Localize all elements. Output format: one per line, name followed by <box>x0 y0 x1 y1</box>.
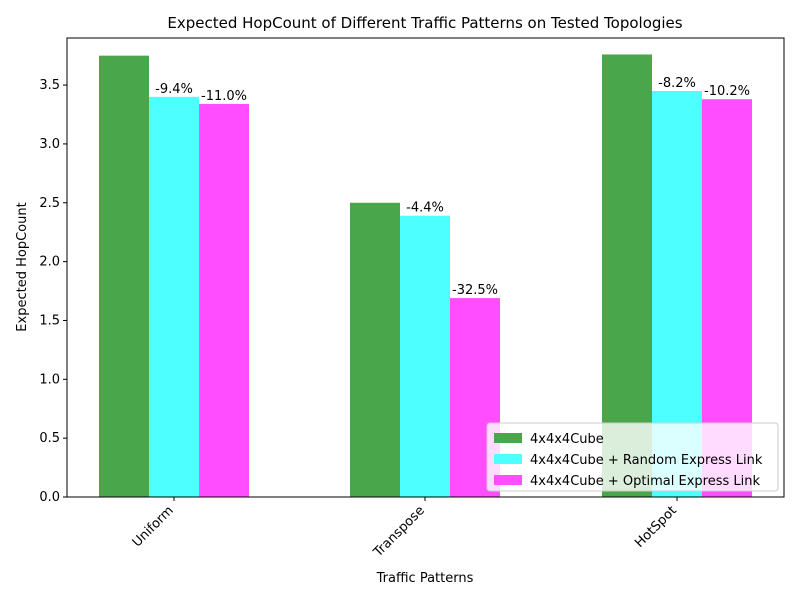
y-tick-label: 1.0 <box>39 372 60 387</box>
bar-uniform-series-2 <box>149 96 199 497</box>
legend-swatch-2 <box>494 454 522 464</box>
bar-transpose-series-1 <box>350 202 400 497</box>
legend-swatch-1 <box>494 433 522 443</box>
data-label-uniform-series-2: -9.4% <box>155 82 193 97</box>
x-tick-label-transpose: Transpose <box>370 503 428 561</box>
bar-transpose-series-2 <box>400 215 450 497</box>
y-axis-label: Expected HopCount <box>15 202 30 331</box>
data-label-hotspot-series-3: -10.2% <box>704 84 750 99</box>
legend-swatch-3 <box>494 475 522 485</box>
legend: 4x4x4Cube 4x4x4Cube + Random Express Link… <box>486 422 779 492</box>
x-axis-label: Traffic Patterns <box>376 571 474 586</box>
data-label-uniform-series-3: -11.0% <box>201 89 247 104</box>
y-tick-label: 2.5 <box>39 196 60 211</box>
legend-label-1: 4x4x4Cube <box>530 432 604 447</box>
plot-frame <box>66 37 785 498</box>
chart-title: Expected HopCount of Different Traffic P… <box>167 14 682 32</box>
bar-uniform-series-3 <box>199 103 249 498</box>
x-tick-label-uniform: Uniform <box>130 503 177 550</box>
y-tick-label: 2.0 <box>39 255 60 270</box>
y-tick-label: 3.0 <box>39 137 60 152</box>
data-label-hotspot-series-2: -8.2% <box>658 76 696 91</box>
x-tick-label-hotspot: HotSpot <box>632 503 680 551</box>
data-label-transpose-series-3: -32.5% <box>452 283 498 298</box>
legend-label-2: 4x4x4Cube + Random Express Link <box>530 453 763 468</box>
y-axis: 0.0 0.5 1.0 1.5 2.0 2.5 3.0 3.5 <box>39 78 67 505</box>
y-tick-label: 0.0 <box>39 490 60 505</box>
data-label-transpose-series-2: -4.4% <box>406 201 444 216</box>
data-labels-group: -9.4% -4.4% -8.2% -11.0% -32.5% -10.2% <box>155 76 750 298</box>
legend-label-3: 4x4x4Cube + Optimal Express Link <box>530 474 760 489</box>
y-tick-label: 0.5 <box>39 431 60 446</box>
y-tick-label: 1.5 <box>39 313 60 328</box>
x-axis: Uniform Transpose HotSpot <box>130 497 680 561</box>
legend-box <box>486 422 779 492</box>
bars-group <box>99 54 752 498</box>
y-tick-label: 3.5 <box>39 78 60 93</box>
bar-uniform-series-1 <box>99 55 149 498</box>
